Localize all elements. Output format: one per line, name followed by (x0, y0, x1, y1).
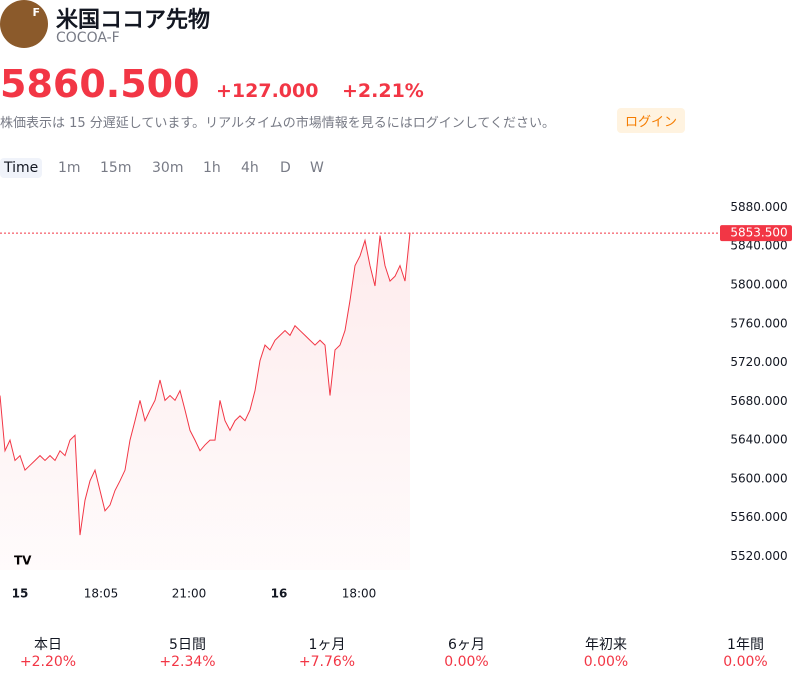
period-change: +7.76% (298, 654, 356, 670)
change-pct: +2.21% (342, 80, 424, 102)
x-tick-label: 21:00 (172, 587, 207, 601)
x-tick-label: 18:05 (84, 587, 119, 601)
period-label: 5日間 (169, 637, 206, 653)
period-label: 年初来 (585, 637, 627, 653)
logo-letter: F (32, 6, 40, 19)
login-button[interactable]: ログイン (617, 108, 686, 133)
period[interactable]: 年初来 0.00% (556, 634, 656, 670)
period-label: 1年間 (727, 637, 764, 653)
period-change: +2.20% (19, 654, 77, 670)
x-tick-label: 18:00 (342, 587, 377, 601)
period-label: 1ヶ月 (308, 637, 346, 653)
period-label: 6ヶ月 (448, 637, 485, 653)
price-line (0, 232, 411, 536)
period-label: 本日 (34, 637, 62, 653)
interval-tab[interactable]: 30m (152, 160, 184, 176)
period-change: 0.00% (723, 654, 768, 670)
interval-tab[interactable]: 15m (100, 160, 132, 176)
x-tick-label: 16 (271, 587, 288, 601)
period[interactable]: 1ヶ月 +7.76% (277, 634, 377, 670)
symbol: COCOA-F (56, 30, 120, 46)
interval-tab[interactable]: W (310, 160, 324, 176)
y-tick-label: 5840.000 (730, 239, 787, 253)
y-tick-label: 5760.000 (730, 316, 787, 330)
interval-tab[interactable]: 4h (241, 160, 259, 176)
period[interactable]: 6ヶ月 0.00% (417, 634, 517, 670)
y-tick-label: 5800.000 (730, 278, 787, 292)
period-change: 0.00% (583, 654, 629, 670)
area (0, 232, 410, 570)
price: 5860.500 (0, 62, 200, 106)
interval-tab[interactable]: 1h (203, 160, 221, 176)
y-tick-label: 5720.000 (730, 355, 787, 369)
period[interactable]: 5日間 +2.34% (138, 634, 238, 670)
y-tick-label: 5600.000 (730, 471, 787, 485)
y-tick-label: 5640.000 (730, 433, 787, 447)
last-price-box (720, 225, 792, 242)
x-tick-label: 15 (12, 587, 29, 601)
y-tick-label: 5680.000 (730, 394, 787, 408)
y-tick-label: 5880.000 (730, 200, 787, 214)
interval-tab[interactable]: D (280, 160, 291, 176)
period-change: +2.34% (159, 654, 216, 670)
interval-tab[interactable]: Time (0, 158, 43, 178)
change: +127.000 (216, 80, 319, 102)
period-change: 0.00% (444, 654, 489, 670)
notice: 株価表示は 15 分遅延しています。リアルタイムの市場情報を見るにはログインして… (0, 116, 555, 131)
y-tick-label: 5520.000 (730, 549, 787, 563)
period[interactable]: 1年間 0.00% (696, 634, 796, 670)
y-tick-label: 5560.000 (730, 510, 787, 524)
period[interactable]: 本日 +2.20% (0, 634, 98, 670)
interval-tab[interactable]: 1m (58, 160, 81, 176)
title: 米国ココア先物 (56, 8, 211, 33)
logo: F (0, 0, 48, 48)
last-price-label: 5853.500 (730, 226, 787, 240)
